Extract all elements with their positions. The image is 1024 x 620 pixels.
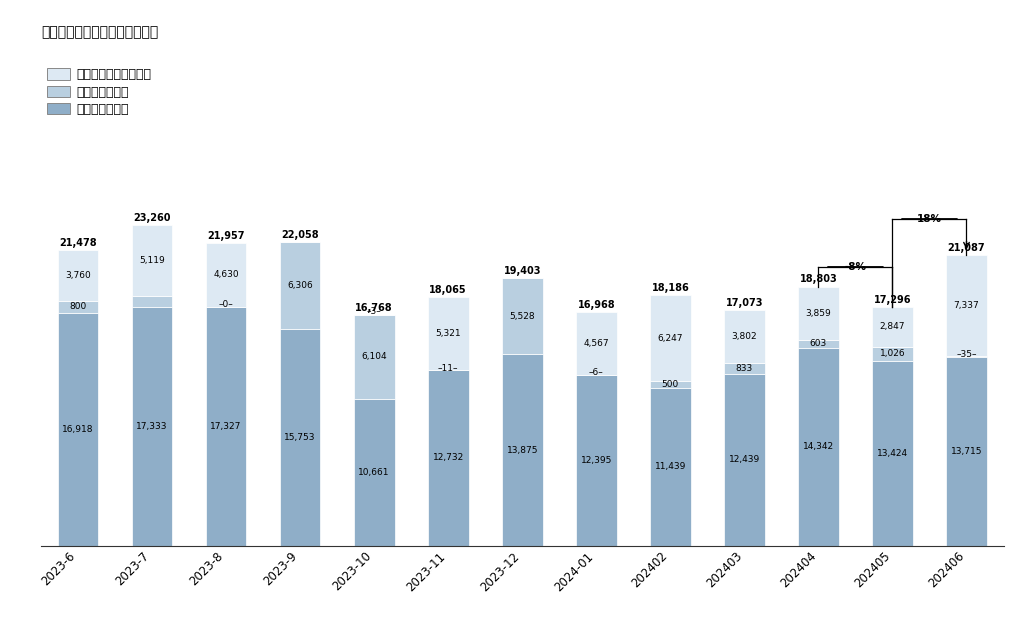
Bar — [872, 361, 912, 546]
Text: 13,875: 13,875 — [507, 446, 538, 454]
Text: 海关数据：前驱体出口量（吨）: 海关数据：前驱体出口量（吨） — [41, 25, 159, 39]
Text: 4,630: 4,630 — [213, 270, 239, 280]
Text: 14,342: 14,342 — [803, 442, 834, 451]
Text: 16,968: 16,968 — [578, 299, 615, 310]
Text: 17,073: 17,073 — [726, 298, 763, 308]
Bar — [872, 308, 912, 347]
Text: 833: 833 — [736, 364, 753, 373]
Text: 3,760: 3,760 — [66, 271, 91, 280]
Text: 17,327: 17,327 — [210, 422, 242, 431]
Text: 17,333: 17,333 — [136, 422, 168, 431]
Bar — [280, 242, 321, 329]
Text: 18,803: 18,803 — [800, 275, 838, 285]
Text: 11,439: 11,439 — [654, 463, 686, 471]
Text: 21,478: 21,478 — [59, 237, 97, 247]
Bar — [724, 311, 765, 363]
Text: 12,439: 12,439 — [729, 456, 760, 464]
Bar — [650, 295, 690, 381]
Bar — [724, 374, 765, 546]
Text: 5,321: 5,321 — [435, 329, 461, 338]
Bar — [946, 356, 987, 546]
Bar — [575, 312, 616, 374]
Bar — [428, 297, 469, 370]
Text: –0–: –0– — [219, 300, 233, 309]
Text: 2,847: 2,847 — [880, 322, 905, 332]
Text: 5,119: 5,119 — [139, 256, 165, 265]
Bar — [946, 255, 987, 356]
Text: 17,296: 17,296 — [873, 295, 911, 305]
Text: 5,528: 5,528 — [509, 312, 536, 321]
Text: 7,337: 7,337 — [953, 301, 979, 310]
Text: 1,026: 1,026 — [880, 349, 905, 358]
Bar — [798, 340, 839, 348]
Text: 6,104: 6,104 — [361, 352, 387, 361]
Bar — [354, 314, 394, 399]
Text: 15,753: 15,753 — [285, 433, 315, 441]
Bar — [280, 329, 321, 546]
Bar — [206, 307, 247, 546]
Bar — [650, 381, 690, 388]
Text: 4,567: 4,567 — [584, 339, 609, 348]
Text: 6,306: 6,306 — [288, 281, 313, 290]
Bar — [798, 286, 839, 340]
Bar — [575, 375, 616, 546]
Bar — [872, 347, 912, 361]
Text: 16,768: 16,768 — [355, 303, 393, 312]
Text: 16,918: 16,918 — [62, 425, 94, 433]
Text: 12,395: 12,395 — [581, 456, 612, 465]
Text: 12,732: 12,732 — [432, 453, 464, 463]
Text: 13,715: 13,715 — [950, 446, 982, 456]
Legend: 镐的氧化物有氢氧化物, 镐鈢铝氢氧化物, 镐鈢锔氢氧化物: 镐的氧化物有氢氧化物, 镐鈢铝氢氧化物, 镐鈢锔氢氧化物 — [47, 68, 151, 116]
Text: 23,260: 23,260 — [133, 213, 171, 223]
Text: -8%: -8% — [845, 262, 866, 272]
Bar — [502, 278, 543, 355]
Bar — [502, 355, 543, 546]
Text: –3–: –3– — [367, 308, 382, 316]
Text: 18,065: 18,065 — [429, 285, 467, 294]
Text: 22,058: 22,058 — [282, 229, 318, 239]
Text: 800: 800 — [70, 303, 87, 311]
Text: 3,802: 3,802 — [731, 332, 757, 341]
Bar — [206, 243, 247, 307]
Bar — [798, 348, 839, 546]
Bar — [428, 370, 469, 546]
Bar — [57, 250, 98, 301]
Text: –35–: –35– — [956, 350, 977, 359]
Text: 19,403: 19,403 — [504, 266, 541, 276]
Text: –6–: –6– — [589, 368, 604, 377]
Text: 6,247: 6,247 — [657, 334, 683, 343]
Text: 21,087: 21,087 — [947, 243, 985, 253]
Bar — [132, 296, 172, 307]
Text: 10,661: 10,661 — [358, 467, 390, 477]
Bar — [57, 312, 98, 546]
Bar — [132, 307, 172, 546]
Bar — [650, 388, 690, 546]
Text: 18,186: 18,186 — [651, 283, 689, 293]
Text: 13,424: 13,424 — [877, 449, 908, 458]
Text: 18%: 18% — [916, 215, 942, 224]
Bar — [57, 301, 98, 312]
Bar — [132, 225, 172, 296]
Bar — [724, 363, 765, 374]
Text: 3,859: 3,859 — [806, 309, 831, 317]
Text: 21,957: 21,957 — [207, 231, 245, 241]
Text: 500: 500 — [662, 380, 679, 389]
Bar — [354, 399, 394, 546]
Text: 603: 603 — [810, 339, 827, 348]
Text: –11–: –11– — [438, 363, 459, 373]
